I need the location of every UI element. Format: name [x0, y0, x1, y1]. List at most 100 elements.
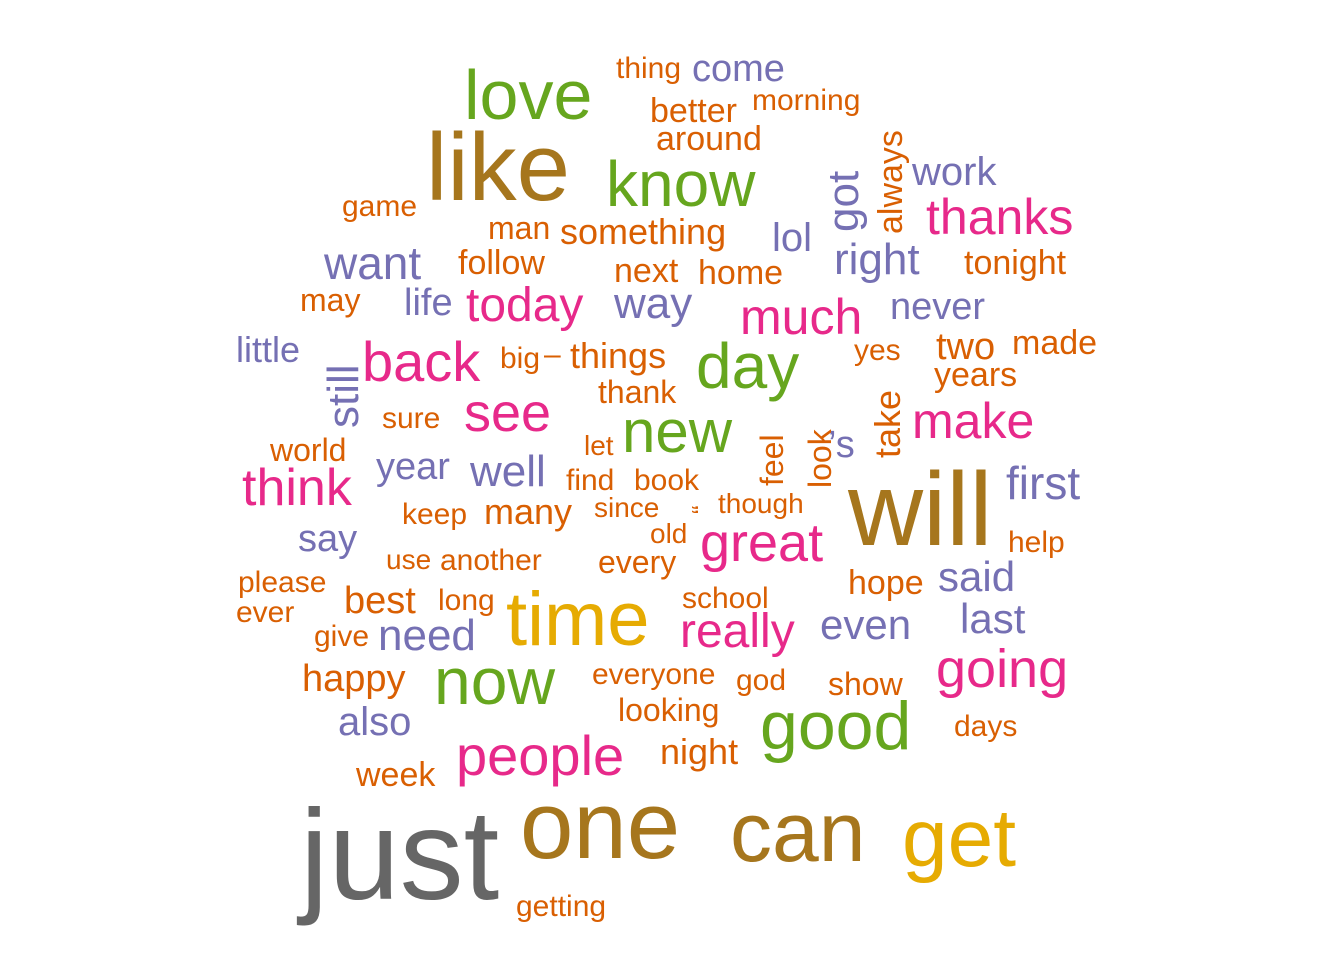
word-14: people — [456, 724, 625, 787]
word-12: new — [622, 398, 733, 465]
word-30: even — [820, 601, 912, 648]
word-75: since — [594, 492, 660, 523]
word-93: week — [356, 756, 436, 794]
word-15: really — [680, 605, 795, 658]
word-96: take — [867, 389, 908, 458]
word-53: follow — [458, 244, 545, 282]
word-88: everyone — [592, 658, 716, 691]
word-50: two — [936, 326, 996, 368]
word-87: give — [314, 620, 370, 653]
word-42: ’s — [828, 424, 855, 466]
word-3: get — [902, 793, 1016, 884]
word-62: may — [300, 282, 361, 318]
word-69: sure — [382, 402, 441, 435]
word-55: tonight — [964, 244, 1067, 282]
word-60: game — [342, 190, 418, 223]
word-70: world — [270, 432, 347, 468]
word-37: never — [890, 286, 986, 328]
word-98: look — [802, 429, 838, 488]
word-67: – — [544, 338, 561, 371]
word-78: help — [1008, 526, 1065, 559]
word-26: way — [614, 279, 693, 328]
word-64: years — [934, 356, 1018, 394]
word-19: back — [362, 330, 481, 393]
word-99: “ — [686, 505, 716, 514]
word-76: though — [718, 488, 804, 519]
word-83: ever — [236, 596, 295, 629]
word-17: thanks — [926, 189, 1074, 245]
word-5: like — [426, 114, 571, 221]
word-21: think — [242, 459, 352, 517]
word-8: know — [606, 148, 756, 220]
word-47: night — [660, 731, 739, 772]
word-27: first — [1006, 457, 1081, 509]
word-34: work — [912, 150, 997, 194]
word-66: big — [500, 342, 541, 375]
word-13: great — [700, 513, 824, 573]
word-52: something — [560, 211, 727, 252]
word-44: still — [319, 364, 368, 428]
word-29: need — [378, 611, 476, 660]
word-22: today — [466, 279, 584, 332]
word-91: looking — [618, 692, 720, 728]
word-95: always — [872, 130, 910, 234]
word-84: long — [438, 584, 495, 617]
word-58: thing — [616, 52, 682, 85]
word-56: better — [650, 92, 737, 130]
word-74: keep — [402, 498, 468, 531]
word-45: things — [570, 335, 667, 376]
word-25: right — [834, 235, 920, 284]
word-73: book — [634, 464, 700, 497]
word-82: please — [238, 566, 327, 599]
word-16: going — [936, 639, 1069, 699]
word-77: old — [650, 518, 688, 549]
word-65: yes — [854, 334, 901, 367]
word-92: days — [954, 710, 1018, 743]
word-85: school — [682, 582, 769, 615]
word-23: much — [740, 289, 863, 345]
word-48: happy — [302, 658, 406, 700]
word-35: come — [692, 48, 785, 90]
word-31: last — [960, 595, 1026, 642]
word-6: time — [506, 577, 650, 662]
word-49: best — [344, 580, 416, 622]
word-81: every — [598, 544, 677, 580]
word-7: love — [464, 56, 593, 134]
word-46: many — [484, 491, 573, 532]
word-41: little — [236, 329, 301, 370]
word-32: also — [338, 700, 412, 744]
word-86: hope — [848, 564, 924, 602]
word-57: around — [656, 120, 762, 158]
word-71: let — [584, 430, 614, 461]
word-61: man — [488, 210, 551, 246]
word-0: just — [300, 784, 500, 927]
word-80: another — [440, 544, 542, 577]
word-33: said — [938, 553, 1016, 600]
word-40: say — [298, 518, 358, 560]
word-90: show — [828, 666, 903, 702]
word-38: life — [404, 282, 453, 324]
word-1: one — [520, 772, 681, 879]
word-97: feel — [754, 434, 790, 486]
word-36: lol — [772, 216, 813, 260]
word-68: thank — [598, 374, 677, 410]
word-24: want — [324, 237, 422, 289]
word-4: will — [848, 452, 993, 568]
word-94: getting — [516, 890, 607, 923]
word-10: now — [434, 644, 556, 718]
word-89: god — [736, 664, 787, 697]
word-72: find — [566, 464, 615, 497]
word-20: make — [912, 393, 1035, 449]
word-18: see — [464, 383, 552, 443]
word-39: year — [376, 446, 450, 488]
word-2: can — [730, 785, 866, 879]
word-43: got — [819, 170, 868, 232]
word-51: home — [698, 254, 784, 292]
word-54: next — [614, 252, 679, 290]
word-59: morning — [752, 84, 861, 117]
word-28: well — [470, 447, 546, 496]
word-9: good — [760, 688, 912, 764]
word-79: use — [386, 544, 432, 575]
word-63: made — [1012, 324, 1098, 362]
